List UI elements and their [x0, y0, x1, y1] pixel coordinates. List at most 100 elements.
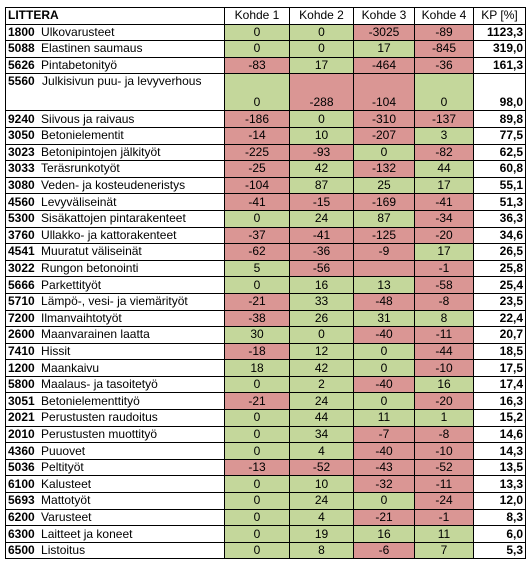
table-row: 5800 Maalaus- ja tasoitetyö 0 2 -40 16 17,4: [5, 375, 526, 394]
kohde-4-value: 11: [414, 525, 474, 543]
table-row: 6300 Laitteet ja koneet 0 19 16 11 6,0: [5, 525, 526, 543]
table-row: 5693 Mattotyöt 0 24 0 -24 12,0: [5, 492, 526, 510]
kohde-3-value: -40: [353, 326, 415, 344]
table-row: 9240 Siivous ja raivaus -186 0 -310 -137 89,8: [5, 110, 526, 128]
littera-code: 5300: [8, 211, 35, 226]
kohde-2-value: 12: [289, 342, 354, 361]
littera-name: Ilmanvaihtotyöt: [41, 310, 122, 325]
kp-value: 13,3: [473, 475, 526, 494]
header-row: LITTERA Kohde 1 Kohde 2 Kohde 3 Kohde 4 …: [5, 7, 526, 25]
kohde-2-value: 26: [289, 309, 354, 328]
kp-value: 36,3: [473, 209, 526, 228]
row-label: 4360 Puuovet: [5, 442, 225, 460]
kohde-4-value: -34: [414, 209, 474, 228]
littera-code: 9240: [8, 111, 35, 126]
littera-code: 5710: [8, 294, 35, 309]
kohde-2-value: 42: [289, 160, 354, 178]
kp-comparison-table: LITTERA Kohde 1 Kohde 2 Kohde 3 Kohde 4 …: [5, 7, 526, 560]
kohde-1-value: -25: [224, 160, 290, 178]
littera-name: Maalaus- ja tasoitetyö: [41, 377, 158, 392]
littera-name: Maanvarainen laatta: [41, 327, 150, 342]
littera-name: Mattotyöt: [41, 493, 91, 508]
kohde-1-value: -225: [224, 143, 290, 162]
littera-code: 7200: [8, 310, 35, 325]
table-row: 5088 Elastinen saumaus 0 0 17 -845 319,0: [5, 40, 526, 58]
kohde-2-value: 0: [289, 23, 354, 42]
littera-name: Hissit: [41, 343, 71, 358]
kohde-1-value: -13: [224, 458, 290, 477]
table-row: 5710 Lämpö-, vesi- ja viemärityöt -21 33 -4…: [5, 292, 526, 311]
littera-code: 6200: [8, 509, 35, 524]
row-label: 4560 Levyväliseinät: [5, 193, 225, 211]
littera-name: Perustusten muottityö: [41, 426, 158, 441]
kohde-1-value: 0: [224, 73, 290, 112]
table-row: 3023 Betonipintojen jälkityöt -225 -93 0 -82…: [5, 143, 526, 162]
littera-name: Kalusteet: [41, 476, 92, 491]
table-row: 7410 Hissit -18 12 0 -44 18,5: [5, 342, 526, 361]
kohde-1-value: -14: [224, 126, 290, 145]
kohde-1-value: 0: [224, 425, 290, 444]
table-row: 7200 Ilmanvaihtotyöt -38 26 31 8 22,4: [5, 309, 526, 328]
kohde-1-value: -38: [224, 309, 290, 328]
kp-value: 6,0: [473, 525, 526, 543]
littera-code: 3033: [8, 161, 35, 176]
kp-value: 319,0: [473, 40, 526, 58]
row-label: 3760 Ullakko- ja kattorakenteet: [5, 226, 225, 245]
kohde-1-value: -104: [224, 176, 290, 195]
kp-value: 98,0: [473, 73, 526, 112]
littera-code: 3050: [8, 128, 35, 143]
kohde-1-value: 0: [224, 409, 290, 427]
kohde-3-value: -310: [353, 110, 415, 128]
kohde-1-value: 18: [224, 359, 290, 377]
row-label: 6100 Kalusteet: [5, 475, 225, 494]
littera-name: Ulkovarusteet: [41, 24, 115, 39]
table-row: 1200 Maankaivu 18 42 0 -10 17,5: [5, 359, 526, 377]
table-row: 1800 Ulkovarusteet 0 0 -3025 -89 1123,3: [5, 23, 526, 42]
table-row: 2021 Perustusten raudoitus 0 44 11 1 15,2: [5, 409, 526, 427]
littera-code: 1200: [8, 360, 35, 375]
kohde-3-value: -169: [353, 193, 415, 211]
littera-name: Puuovet: [41, 443, 86, 458]
kp-value: 34,6: [473, 226, 526, 245]
kohde-3-value: -207: [353, 126, 415, 145]
littera-name: Ullakko- ja kattorakenteet: [41, 227, 177, 242]
table-row: 5626 Pintabetonityö -83 17 -464 -36 161,3: [5, 56, 526, 75]
littera-name: Muuratut väliseinät: [41, 244, 142, 259]
kohde-2-value: 34: [289, 425, 354, 444]
littera-code: 4560: [8, 194, 35, 209]
kohde-4-value: -11: [414, 326, 474, 344]
table-body: 1800 Ulkovarusteet 0 0 -3025 -89 1123,3 5088 E…: [5, 23, 526, 560]
littera-code: 3051: [8, 393, 35, 408]
kohde-2-value: 10: [289, 475, 354, 494]
header-kohde-3: Kohde 3: [353, 7, 415, 25]
kohde-2-value: -52: [289, 458, 354, 477]
kohde-1-value: 0: [224, 23, 290, 42]
kohde-2-value: -93: [289, 143, 354, 162]
kohde-4-value: 17: [414, 243, 474, 261]
kohde-3-value: -9: [353, 243, 415, 261]
littera-code: 3760: [8, 227, 35, 242]
kohde-3-value: 11: [353, 409, 415, 427]
littera-name: Teräsrunkotyöt: [41, 161, 120, 176]
kohde-1-value: 0: [224, 525, 290, 543]
row-label: 3051 Betonielementtityö: [5, 392, 225, 411]
kohde-1-value: 30: [224, 326, 290, 344]
table-row: 4360 Puuovet 0 4 -40 -10 14,3: [5, 442, 526, 460]
kohde-3-value: 17: [353, 40, 415, 58]
kohde-4-value: -845: [414, 40, 474, 58]
row-label: 5300 Sisäkattojen pintarakenteet: [5, 209, 225, 228]
littera-name: Parkettityöt: [41, 277, 102, 292]
littera-code: 5626: [8, 58, 35, 73]
kohde-2-value: 24: [289, 492, 354, 510]
kohde-2-value: 8: [289, 541, 354, 560]
littera-name: Varusteet: [41, 509, 92, 524]
littera-code: 5088: [8, 41, 35, 56]
kohde-4-value: -24: [414, 492, 474, 510]
littera-code: 3080: [8, 178, 35, 193]
kohde-4-value: 17: [414, 176, 474, 195]
header-kohde-1: Kohde 1: [224, 7, 290, 25]
littera-code: 5800: [8, 377, 35, 392]
row-label: 2600 Maanvarainen laatta: [5, 326, 225, 344]
kohde-4-value: -52: [414, 458, 474, 477]
row-label: 6200 Varusteet: [5, 508, 225, 527]
